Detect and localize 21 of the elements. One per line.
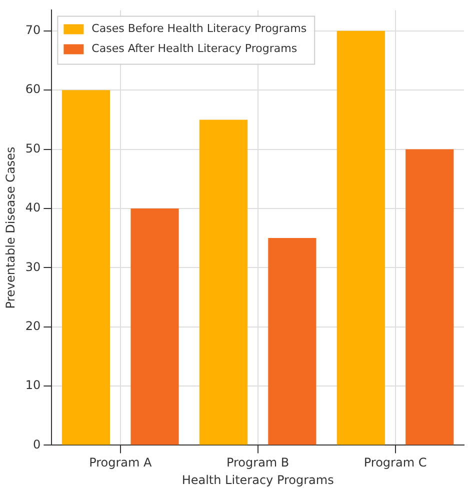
y-tick-label: 70	[25, 23, 41, 38]
bar	[62, 90, 110, 445]
x-axis-title: Health Literacy Programs	[182, 472, 334, 487]
y-tick-label: 60	[25, 82, 41, 96]
bar	[199, 120, 248, 445]
bar	[130, 208, 179, 445]
y-tick-label: 10	[25, 378, 41, 392]
y-tick-label: 50	[25, 141, 41, 156]
y-tick-label: 40	[25, 200, 41, 215]
bar	[336, 30, 385, 445]
y-axis-title: Preventable Disease Cases	[3, 146, 18, 309]
x-tick-label: Program B	[226, 456, 290, 470]
x-tick-label: Program C	[364, 456, 427, 470]
y-tick-label: 30	[25, 260, 41, 274]
legend-label: Cases Before Health Literacy Programs	[92, 22, 307, 36]
bar	[406, 149, 454, 445]
bar	[268, 238, 316, 445]
y-tick-label: 20	[25, 318, 41, 333]
legend-label: Cases After Health Literacy Programs	[92, 42, 298, 56]
y-tick-label: 0	[33, 437, 41, 452]
x-tick-label: Program A	[89, 456, 153, 470]
